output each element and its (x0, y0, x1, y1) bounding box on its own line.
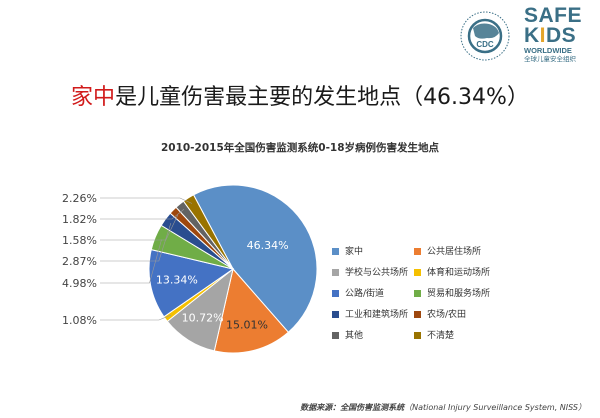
legend-item-7: 农场/农田 (414, 307, 466, 320)
legend-item-1: 公共居住场所 (414, 244, 481, 257)
leader-line-5 (100, 239, 162, 284)
slice-label-5: 4.98% (62, 277, 97, 290)
legend-label-0: 家中 (345, 247, 364, 257)
china-cdc-logo: CDC (460, 11, 510, 61)
leader-line-9 (100, 197, 193, 204)
safe-kids-logo: SAFE KIDS WORLDWIDE 全球儿童安全组织 (524, 4, 596, 63)
legend-label-2: 学校与公共场所 (345, 268, 409, 278)
safe-kids-line3: WORLDWIDE (524, 46, 572, 55)
legend-item-6: 工业和建筑场所 (332, 307, 408, 320)
legend-item-9: 不清楚 (414, 328, 454, 341)
slice-label-4: 13.34% (156, 274, 198, 287)
legend-item-0: 家中 (332, 244, 363, 257)
legend-label-4: 公路/街道 (345, 289, 385, 299)
safe-kids-line2: KIDS (524, 24, 577, 47)
legend-swatch-0 (332, 248, 339, 255)
pie-slice-9 (182, 194, 234, 270)
cdc-text: CDC (476, 40, 494, 49)
slice-label-2: 10.72% (182, 311, 224, 324)
legend-label-6: 工业和建筑场所 (345, 310, 409, 320)
legend-label-7: 农场/农田 (427, 310, 467, 320)
legend-item-8: 其他 (332, 328, 363, 341)
leader-line-6 (100, 222, 172, 262)
legend-item-5: 贸易和服务场所 (414, 286, 490, 299)
leader-line-8 (100, 209, 185, 220)
pie-slice-1 (213, 267, 290, 354)
slice-label-7: 1.58% (62, 234, 97, 247)
legend-label-9: 不清楚 (427, 331, 455, 341)
legend-item-3: 体育和运动场所 (414, 265, 490, 278)
slice-label-6: 2.87% (62, 255, 97, 268)
legend-item-4: 公路/街道 (332, 286, 384, 299)
legend-swatch-8 (332, 332, 339, 339)
legend-swatch-1 (414, 248, 421, 255)
legend-swatch-9 (414, 332, 421, 339)
safe-kids-line1: SAFE (524, 4, 583, 27)
pie-slice-4 (148, 248, 235, 318)
pie-slice-0 (192, 184, 318, 333)
legend-swatch-4 (332, 290, 339, 297)
leader-line-3 (100, 314, 172, 321)
legend-swatch-6 (332, 311, 339, 318)
slice-label-9: 2.26% (62, 192, 97, 205)
page-headline: 家中是儿童伤害最主要的发生地点（46.34%） (0, 79, 600, 111)
legend-swatch-3 (414, 269, 421, 276)
leader-line-7 (100, 214, 179, 241)
slice-label-8: 1.82% (62, 213, 97, 226)
legend-label-5: 贸易和服务场所 (427, 289, 491, 299)
headline-rest: 是儿童伤害最主要的发生地点（46.34%） (115, 85, 529, 110)
legend-label-1: 公共居住场所 (427, 247, 482, 257)
slice-label-0: 46.34% (247, 239, 289, 252)
legend-swatch-2 (332, 269, 339, 276)
slice-label-3: 1.08% (62, 314, 97, 327)
legend-label-3: 体育和运动场所 (427, 268, 491, 278)
legend-swatch-7 (414, 311, 421, 318)
slice-label-1: 15.01% (226, 318, 268, 331)
legend-swatch-5 (414, 290, 421, 297)
headline-highlight: 家中 (71, 85, 116, 110)
safe-kids-line4: 全球儿童安全组织 (524, 55, 576, 63)
data-source-note: 数据来源：全国伤害监测系统（National Injury Surveillan… (300, 403, 586, 412)
legend-item-2: 学校与公共场所 (332, 265, 408, 278)
chart-title: 2010-2015年全国伤害监测系统0-18岁病例伤害发生地点 (160, 142, 440, 154)
legend-label-8: 其他 (345, 331, 364, 341)
